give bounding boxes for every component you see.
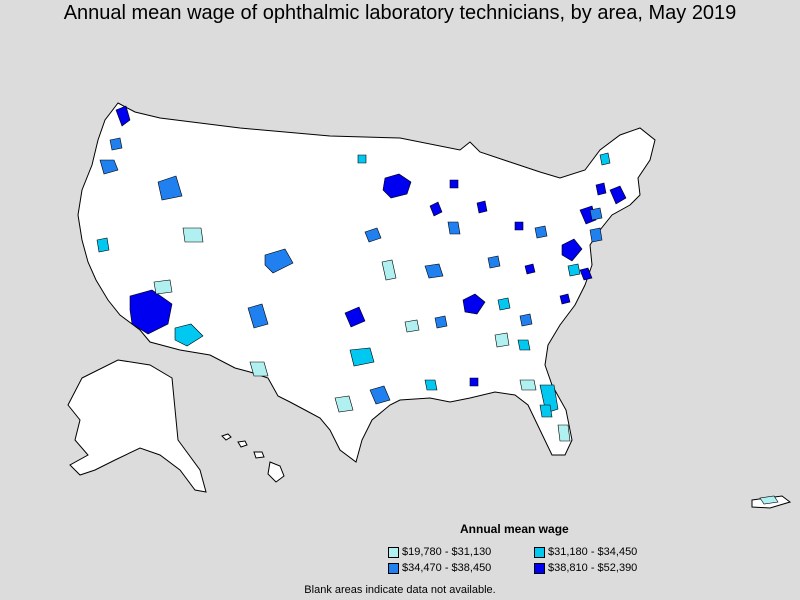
metro-areas-top-tier xyxy=(115,105,627,387)
legend-item-2: $31,180 - $34,450 xyxy=(534,546,674,558)
alaska-landmass xyxy=(67,359,207,493)
legend-swatch-4 xyxy=(534,562,545,574)
legend-swatch-2 xyxy=(534,546,545,558)
metro-areas-second-tier xyxy=(96,152,611,418)
map-title: Annual mean wage of ophthalmic laborator… xyxy=(63,2,737,24)
legend-swatch-1 xyxy=(388,546,399,558)
legend-title: Annual mean wage xyxy=(460,522,569,536)
legend-label-2: $31,180 - $34,450 xyxy=(548,546,638,558)
metro-areas-third-tier xyxy=(99,137,603,405)
legend: $19,780 - $31,130 $31,180 - $34,450 $34,… xyxy=(388,546,674,574)
legend-label-3: $34,470 - $38,450 xyxy=(402,562,492,574)
contiguous-us-landmass xyxy=(77,102,656,463)
legend-label-4: $38,810 - $52,390 xyxy=(548,562,638,574)
blank-areas-note: Blank areas indicate data not available. xyxy=(304,584,496,596)
legend-item-4: $38,810 - $52,390 xyxy=(534,562,674,574)
metro-areas-first-tier xyxy=(153,227,779,505)
legend-item-3: $34,470 - $38,450 xyxy=(388,562,534,574)
legend-item-1: $19,780 - $31,130 xyxy=(388,546,534,558)
hawaii-islands xyxy=(221,433,285,483)
legend-swatch-3 xyxy=(388,562,399,574)
legend-label-1: $19,780 - $31,130 xyxy=(402,546,492,558)
